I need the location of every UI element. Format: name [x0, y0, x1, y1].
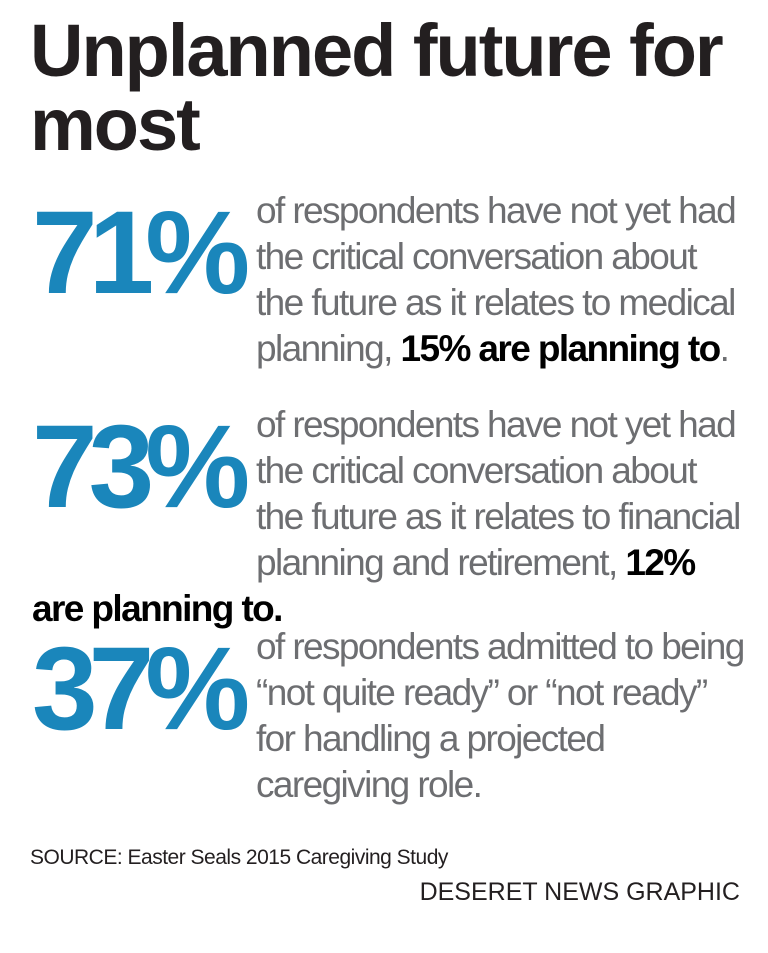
stat-number: 71% [32, 187, 250, 319]
credit: DESERET NEWS GRAPHIC [419, 878, 740, 906]
stat: 71% of respondents have not yet had the … [32, 188, 744, 372]
source: SOURCE: Easter Seals 2015 Caregiving Stu… [30, 846, 448, 869]
title: Unplanned future for most [30, 9, 724, 166]
stat: 37% of respondents admitted to being “no… [32, 623, 745, 808]
stat-end: . [719, 328, 730, 369]
stat-text: of respondents admitted to being “not qu… [256, 626, 745, 805]
stat-text: of respondents have not yet had the crit… [256, 190, 737, 369]
stat-highlight: 15% are planning to [400, 328, 721, 369]
stat-number: 73% [32, 401, 250, 533]
stat-highlight: 12% are planning to. [32, 542, 696, 629]
stat-text: of respondents have not yet had the crit… [256, 404, 741, 583]
stat-number: 37% [32, 623, 250, 755]
stat: 73% of respondents have not yet had the … [32, 402, 744, 632]
